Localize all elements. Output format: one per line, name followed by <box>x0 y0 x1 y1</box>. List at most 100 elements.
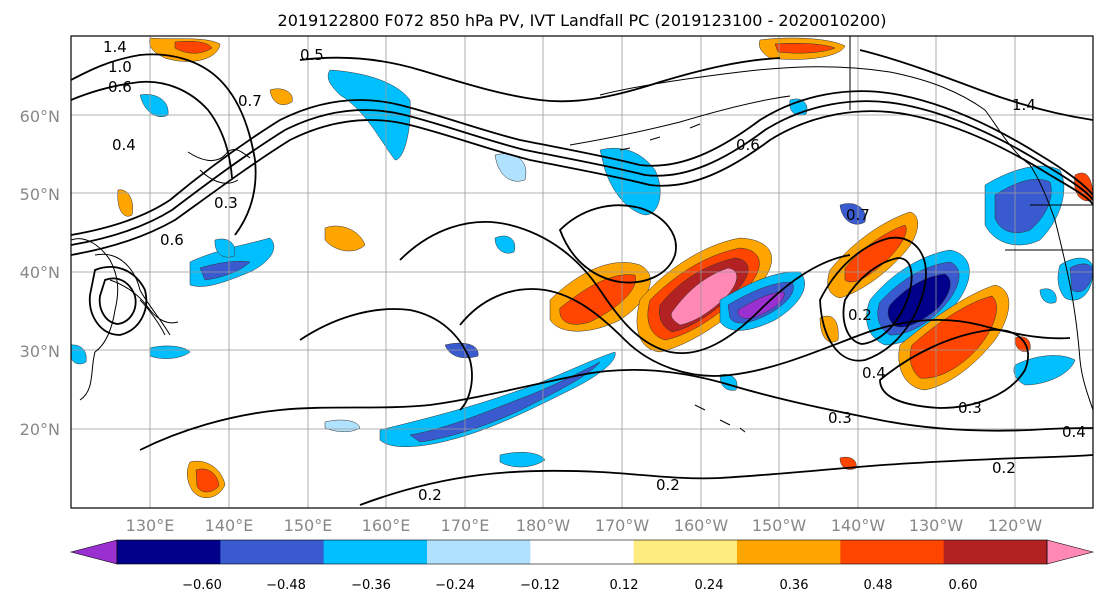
contour-label: 0.4 <box>862 364 886 382</box>
shade-positive-small-4 <box>269 88 293 105</box>
longitude-label: 130°E <box>126 516 175 535</box>
colorbar-tick-label: −0.36 <box>351 578 391 593</box>
longitude-label: 170°E <box>441 516 490 535</box>
shade-positive-small-1 <box>324 225 366 252</box>
coast-aleutians <box>569 95 791 151</box>
contour-mid-loop <box>558 204 677 284</box>
longitude-label: 160°W <box>674 516 729 535</box>
colorbar-segment <box>427 540 531 564</box>
shade-negative-ne-5 <box>1039 288 1057 304</box>
contour-label: 0.2 <box>848 306 872 324</box>
contour-north-top <box>299 56 781 103</box>
contour-label: 0.2 <box>656 476 680 494</box>
shade-negative-ne-1-core <box>994 179 1052 233</box>
longitude-labels: 130°E 140°E 150°E 160°E 170°E 180°W 170°… <box>126 516 1043 535</box>
contour-label: 1.4 <box>103 38 127 56</box>
shade-positive-top-right-core <box>774 42 836 54</box>
shade-negative-small-8 <box>214 238 236 258</box>
contour-label: 0.3 <box>828 409 852 427</box>
contour-jet-3 <box>71 110 1093 256</box>
contour-loop-east-1 <box>819 236 927 362</box>
coast-kamchatka <box>187 148 251 184</box>
contour-south-1 <box>139 368 1093 451</box>
colorbar-segment <box>220 540 325 564</box>
contour-loop-east-3 <box>879 329 1029 409</box>
graticule <box>71 36 1093 508</box>
colorbar-segment <box>737 540 841 564</box>
colorbar-extend-min <box>69 539 118 565</box>
shade-negative-east-core <box>887 273 951 328</box>
shade-negative-west-3-core <box>199 261 251 281</box>
coastlines <box>71 36 1093 433</box>
contour-west-loop-2 <box>98 277 137 325</box>
shade-positive-nw-core <box>174 41 213 54</box>
shade-positive-central-west-core <box>559 274 636 325</box>
coast-japan <box>109 279 179 336</box>
shade-negative-ne-2 <box>839 203 866 225</box>
contour-label: 0.6 <box>160 231 184 249</box>
coast-hawaii <box>694 404 746 433</box>
contour-label: 0.2 <box>418 486 442 504</box>
contour-label: 0.7 <box>238 92 262 110</box>
contour-label: 0.3 <box>214 194 238 212</box>
contour-label: 0.4 <box>1062 423 1086 441</box>
contour-label: 1.4 <box>1012 96 1036 114</box>
longitude-label: 160°E <box>362 516 411 535</box>
contour-label: 0.7 <box>846 206 870 224</box>
colorbar-tick-label: −0.48 <box>266 578 306 593</box>
contour-label: 0.4 <box>112 136 136 154</box>
contour-jet-1 <box>71 90 1093 236</box>
longitude-label: 150°E <box>284 516 333 535</box>
map-panel: 1.4 1.0 0.6 0.5 0.7 0.4 1.4 0.6 0.3 0.6 … <box>70 35 1094 509</box>
colorbar <box>69 539 1095 565</box>
contour-west-loop <box>88 266 148 336</box>
colorbar-tick-label: 0.48 <box>864 578 893 593</box>
colorbar-tick-label: 0.36 <box>780 578 809 593</box>
colorbar-extend-max <box>1046 539 1095 565</box>
colorbar-tick-label: −0.60 <box>182 578 222 593</box>
colorbar-ticks: −0.60 −0.48 −0.36 −0.24 −0.12 0.12 0.24 … <box>182 578 977 593</box>
shade-positive-small-3-core <box>195 468 220 493</box>
contour-loop-east-2 <box>842 257 913 345</box>
contour-ne-top <box>859 49 1093 121</box>
longitude-label: 140°E <box>205 516 254 535</box>
colorbar-segment <box>323 540 428 564</box>
longitude-label: 120°W <box>988 516 1043 535</box>
pv-contours <box>71 49 1093 506</box>
latitude-label: 40°N <box>20 263 60 282</box>
shade-negative-mid-2 <box>494 235 516 254</box>
contour-subtrop-3 <box>299 308 473 411</box>
shade-positive-east-south-core <box>909 295 997 379</box>
shade-positive-east-edge <box>819 315 839 343</box>
colorbar-segment <box>943 540 1048 564</box>
coast-alaska <box>599 66 1031 166</box>
colorbar-tick-label: −0.12 <box>520 578 560 593</box>
contour-south-2 <box>359 454 1093 506</box>
longitude-label: 180°W <box>516 516 571 535</box>
colorbar-tick-label: 0.24 <box>695 578 724 593</box>
contour-labels: 1.4 1.0 0.6 0.5 0.7 0.4 1.4 0.6 0.3 0.6 … <box>103 38 1086 504</box>
latitude-label: 60°N <box>20 107 60 126</box>
contour-label: 0.6 <box>736 136 760 154</box>
shade-positive-small-2 <box>117 189 133 217</box>
contour-subtrop-1 <box>399 221 851 354</box>
colorbar-segment <box>633 540 738 564</box>
figure-title: 2019122800 F072 850 hPa PV, IVT Landfall… <box>278 11 887 30</box>
shade-negative-west-4 <box>149 345 191 359</box>
coast-na-border <box>849 36 1093 251</box>
colorbar-segment <box>530 540 635 564</box>
contour-subtrop-2 <box>459 288 1071 377</box>
contour-label: 0.3 <box>958 399 982 417</box>
longitude-label: 130°W <box>909 516 964 535</box>
colorbar-frame <box>116 539 1048 565</box>
contour-nw-2 <box>71 80 233 179</box>
colorbar-segment <box>840 540 945 564</box>
contour-label: 0.5 <box>300 46 324 64</box>
contour-label: 1.0 <box>108 58 132 76</box>
latitude-label: 50°N <box>20 185 60 204</box>
shade-negative-streak-core <box>409 361 601 443</box>
colorbar-tick-label: −0.24 <box>435 578 475 593</box>
longitude-label: 140°W <box>831 516 886 535</box>
longitude-label: 170°W <box>595 516 650 535</box>
latitude-labels: 60°N 50°N 40°N 30°N 20°N <box>20 107 60 439</box>
